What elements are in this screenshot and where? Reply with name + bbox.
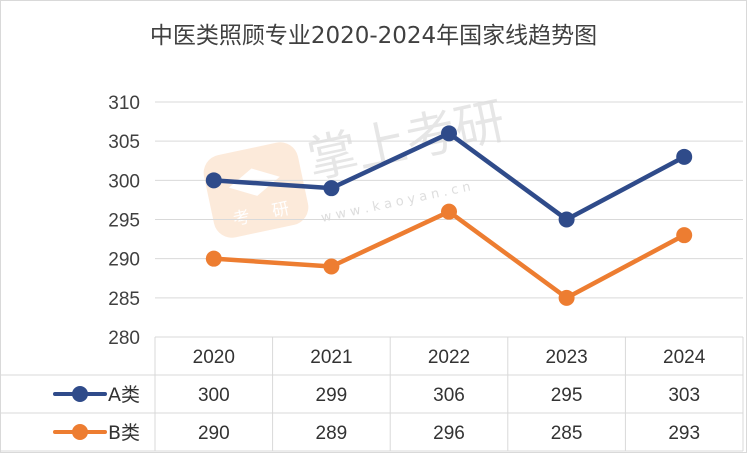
y-tick-label: 295 [108, 211, 140, 232]
watermark-badge-char: 研 [270, 199, 291, 222]
y-tick-label: 280 [108, 328, 140, 349]
x-tick-label: 2021 [310, 347, 352, 368]
data-table-cell: 285 [551, 423, 583, 444]
legend-label: A类 [108, 384, 140, 406]
data-table-cell: 306 [433, 385, 465, 406]
data-point [205, 250, 222, 267]
data-table-cell: 293 [668, 423, 700, 444]
watermark: 考研掌上考研w w w . k a o y a n . c n [203, 91, 510, 238]
data-point [205, 172, 222, 189]
legend-marker [72, 386, 88, 402]
data-table-cell: 295 [551, 385, 583, 406]
data-table: 2020 2021 2022 2023 2024 A类 300 299 306 295 303 B类 2… [0, 337, 744, 452]
data-point [441, 125, 457, 142]
watermark-badge: 考研 [203, 142, 309, 238]
data-table-cell: 299 [316, 385, 348, 406]
data-point [676, 148, 693, 165]
data-table-cell: 289 [316, 423, 348, 444]
legend-label: B类 [108, 422, 140, 444]
x-tick-label: 2023 [545, 347, 587, 368]
data-point [558, 289, 575, 306]
data-table-cell: 300 [198, 385, 230, 406]
legend-marker [72, 424, 88, 440]
data-point [323, 180, 340, 197]
x-tick-label: 2022 [428, 347, 470, 368]
y-tick-label: 310 [108, 93, 140, 114]
chart-title: 中医类照顾专业2020-2024年国家线趋势图 [149, 23, 598, 49]
x-tick-label: 2020 [193, 347, 235, 368]
y-tick-label: 300 [108, 171, 140, 192]
data-point [323, 258, 340, 275]
watermark-badge-char: 考 [231, 207, 252, 230]
data-point [558, 211, 575, 228]
y-tick-label: 305 [108, 132, 140, 153]
y-tick-label: 285 [108, 289, 140, 310]
data-table-cell: 296 [433, 423, 465, 444]
watermark-brand: 掌上考研 [302, 91, 510, 189]
data-point [676, 227, 693, 244]
watermark-badge-shape [203, 142, 309, 238]
data-table-cell: 303 [668, 385, 700, 406]
data-point [441, 203, 457, 220]
data-table-cell: 290 [198, 423, 230, 444]
y-axis: 280 285 290 295 300 305 310 [108, 93, 140, 349]
y-tick-label: 290 [108, 250, 140, 271]
x-tick-label: 2024 [663, 347, 706, 368]
series-layer [205, 125, 693, 306]
